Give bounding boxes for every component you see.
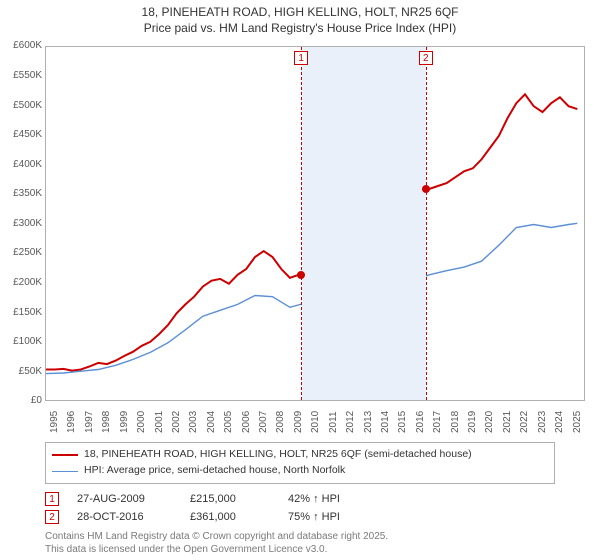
y-tick-label: £350K (0, 188, 42, 199)
x-tick-label: 2019 (467, 411, 470, 433)
y-tick-label: £600K (0, 40, 42, 51)
x-tick-label: 2013 (363, 411, 366, 433)
x-tick-label: 2000 (136, 411, 139, 433)
legend-item: 18, PINEHEATH ROAD, HIGH KELLING, HOLT, … (52, 447, 548, 463)
y-tick-label: £200K (0, 277, 42, 288)
x-tick-label: 2005 (223, 411, 226, 433)
footer-line-2: This data is licensed under the Open Gov… (45, 543, 555, 556)
x-tick-label: 2021 (502, 411, 505, 433)
y-tick-label: £450K (0, 129, 42, 140)
sale-row-date: 27-AUG-2009 (77, 493, 172, 505)
y-tick-label: £50K (0, 366, 42, 377)
x-tick-label: 2002 (171, 411, 174, 433)
y-tick-label: £300K (0, 218, 42, 229)
sale-row-price: £215,000 (190, 493, 270, 505)
y-tick-label: £0 (0, 395, 42, 406)
y-tick-label: £400K (0, 159, 42, 170)
sale-row-date: 28-OCT-2016 (77, 511, 172, 523)
x-tick-label: 2015 (397, 411, 400, 433)
x-tick-label: 2020 (484, 411, 487, 433)
sale-marker-line (301, 47, 302, 400)
x-tick-label: 1998 (101, 411, 104, 433)
legend-item: HPI: Average price, semi-detached house,… (52, 463, 548, 479)
legend-label: 18, PINEHEATH ROAD, HIGH KELLING, HOLT, … (84, 447, 472, 463)
x-tick-label: 2006 (241, 411, 244, 433)
sale-marker-badge: 2 (419, 51, 433, 65)
sale-marker-dot (422, 185, 430, 193)
sale-row: 1 27-AUG-2009 £215,000 42% ↑ HPI (45, 490, 555, 508)
x-tick-label: 2016 (415, 411, 418, 433)
x-tick-label: 1997 (84, 411, 87, 433)
title-line-2: Price paid vs. HM Land Registry's House … (0, 20, 600, 36)
sale-row-price: £361,000 (190, 511, 270, 523)
x-tick-label: 2010 (310, 411, 313, 433)
legend-box: 18, PINEHEATH ROAD, HIGH KELLING, HOLT, … (45, 442, 555, 484)
sale-row-hpi: 42% ↑ HPI (288, 493, 340, 505)
shaded-period (301, 47, 426, 400)
legend-swatch (52, 471, 78, 472)
y-tick-label: £550K (0, 70, 42, 81)
x-tick-label: 2008 (275, 411, 278, 433)
x-tick-label: 2017 (432, 411, 435, 433)
x-tick-label: 2024 (554, 411, 557, 433)
title-line-1: 18, PINEHEATH ROAD, HIGH KELLING, HOLT, … (0, 4, 600, 20)
x-tick-label: 2003 (188, 411, 191, 433)
sale-row: 2 28-OCT-2016 £361,000 75% ↑ HPI (45, 508, 555, 526)
y-tick-label: £250K (0, 247, 42, 258)
x-tick-label: 2011 (328, 412, 331, 434)
x-tick-label: 2014 (380, 411, 383, 433)
sale-marker-line (426, 47, 427, 400)
x-tick-label: 2009 (293, 411, 296, 433)
plot-region: 12 (45, 46, 585, 401)
sale-row-hpi: 75% ↑ HPI (288, 511, 340, 523)
footer-attribution: Contains HM Land Registry data © Crown c… (45, 530, 555, 556)
legend-swatch (52, 454, 78, 456)
legend-label: HPI: Average price, semi-detached house,… (84, 463, 345, 479)
x-tick-label: 2001 (154, 411, 157, 433)
chart-area: 12 £0£50K£100K£150K£200K£250K£300K£350K£… (0, 36, 600, 436)
x-tick-label: 2022 (519, 411, 522, 433)
sale-marker-dot (297, 271, 305, 279)
x-tick-label: 2004 (206, 411, 209, 433)
x-tick-label: 2023 (537, 411, 540, 433)
y-tick-label: £100K (0, 336, 42, 347)
x-tick-label: 2018 (450, 411, 453, 433)
x-tick-label: 1995 (49, 411, 52, 433)
sales-table: 1 27-AUG-2009 £215,000 42% ↑ HPI 2 28-OCT-201… (45, 490, 555, 526)
y-tick-label: £500K (0, 100, 42, 111)
y-tick-label: £150K (0, 307, 42, 318)
sale-marker-badge: 1 (294, 51, 308, 65)
footer-line-1: Contains HM Land Registry data © Crown c… (45, 530, 555, 543)
x-tick-label: 2012 (345, 411, 348, 433)
x-tick-label: 1996 (66, 411, 69, 433)
x-tick-label: 2025 (572, 411, 575, 433)
chart-title: 18, PINEHEATH ROAD, HIGH KELLING, HOLT, … (0, 0, 600, 36)
sale-row-marker: 2 (45, 510, 59, 524)
sale-row-marker: 1 (45, 492, 59, 506)
x-tick-label: 2007 (258, 411, 261, 433)
x-tick-label: 1999 (119, 411, 122, 433)
